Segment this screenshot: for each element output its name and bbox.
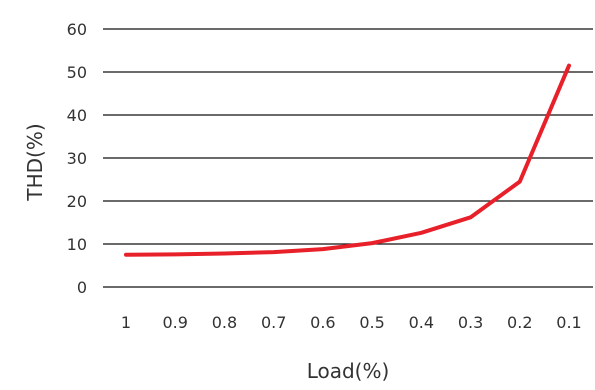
x-axis-ticks: 1 0.9 0.8 0.7 0.6 0.5 0.4 0.3 0.2 0.1 [121,313,582,332]
x-axis-title: Load(%) [307,359,390,383]
y-tick-label-30: 30 [67,149,87,168]
x-tick-label-0-4: 0.4 [409,313,434,332]
x-tick-label-0-9: 0.9 [162,313,187,332]
x-tick-label-0-6: 0.6 [310,313,335,332]
x-tick-label-0-2: 0.2 [507,313,532,332]
x-tick-label-0-1: 0.1 [556,313,581,332]
y-tick-label-20: 20 [67,192,87,211]
x-tick-label-0-7: 0.7 [261,313,286,332]
y-tick-label-0: 0 [77,278,87,297]
y-tick-label-50: 50 [67,63,87,82]
gridlines [103,28,593,288]
y-axis-ticks: 0 10 20 30 40 50 60 [67,20,87,297]
x-tick-label-0-3: 0.3 [458,313,483,332]
y-axis-title: THD(%) [23,123,47,201]
y-tick-label-40: 40 [67,106,87,125]
series-line-1 [124,63,571,257]
y-tick-label-10: 10 [67,235,87,254]
x-tick-label-0-8: 0.8 [212,313,237,332]
x-tick-label-0-5: 0.5 [359,313,384,332]
series-layer [124,63,571,257]
x-tick-label-1: 1 [121,313,131,332]
y-tick-label-60: 60 [67,20,87,39]
